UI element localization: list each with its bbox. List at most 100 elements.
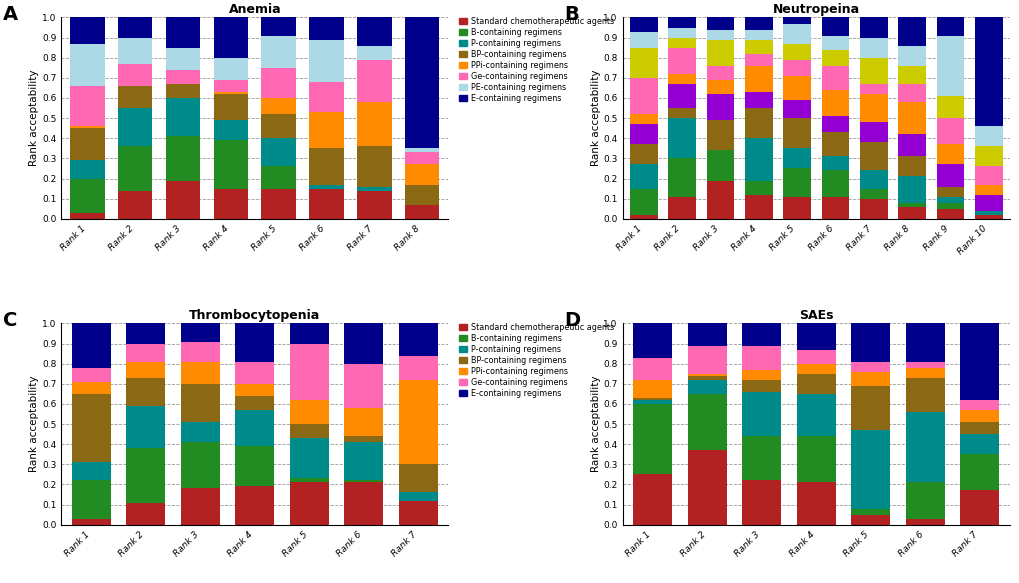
Bar	[667, 108, 695, 118]
Bar	[687, 380, 727, 394]
Title: SAEs: SAEs	[798, 309, 833, 322]
Bar	[744, 108, 771, 138]
Bar	[687, 374, 727, 376]
Bar	[289, 483, 329, 525]
Bar	[850, 361, 890, 372]
Bar	[357, 17, 391, 45]
Bar	[343, 480, 383, 483]
Bar	[820, 132, 849, 156]
Bar	[71, 382, 111, 394]
Bar	[974, 146, 1002, 166]
Bar	[898, 17, 925, 45]
Bar	[974, 185, 1002, 195]
Bar	[667, 118, 695, 159]
Bar	[309, 188, 343, 219]
Bar	[235, 324, 274, 361]
Bar	[974, 215, 1002, 219]
Bar	[126, 448, 165, 503]
Bar	[289, 400, 329, 424]
Bar	[343, 483, 383, 525]
Bar	[71, 519, 111, 525]
Bar	[633, 400, 672, 404]
Bar	[70, 17, 105, 44]
Bar	[180, 489, 220, 525]
Bar	[261, 166, 296, 188]
Bar	[261, 114, 296, 138]
Bar	[687, 450, 727, 525]
Bar	[744, 138, 771, 181]
Bar	[820, 170, 849, 196]
Bar	[343, 408, 383, 436]
Bar	[741, 436, 781, 480]
Bar	[783, 168, 810, 196]
Text: D: D	[564, 311, 580, 331]
Legend: Standard chemotherapeutic agents, B-containing regimens, P-containing regimens, : Standard chemotherapeutic agents, B-cont…	[455, 13, 616, 106]
Bar	[630, 164, 657, 188]
Bar	[783, 44, 810, 59]
Bar	[935, 96, 963, 118]
Bar	[741, 380, 781, 392]
Bar	[706, 181, 734, 219]
Bar	[974, 126, 1002, 146]
Bar	[796, 350, 835, 364]
Bar	[820, 196, 849, 219]
Bar	[667, 196, 695, 219]
Bar	[180, 342, 220, 361]
Bar	[309, 185, 343, 188]
Bar	[706, 66, 734, 80]
Bar	[235, 396, 274, 410]
Bar	[783, 100, 810, 118]
Bar	[261, 68, 296, 98]
Bar	[783, 23, 810, 44]
Bar	[118, 108, 153, 146]
Bar	[898, 134, 925, 156]
Bar	[741, 370, 781, 380]
Bar	[741, 324, 781, 346]
Bar	[180, 384, 220, 422]
Y-axis label: Rank acceptability: Rank acceptability	[30, 70, 39, 166]
Bar	[71, 324, 111, 368]
Bar	[667, 159, 695, 196]
Bar	[213, 58, 248, 80]
Bar	[935, 196, 963, 203]
Bar	[630, 114, 657, 124]
Bar	[166, 181, 200, 219]
Bar	[859, 188, 887, 199]
Bar	[118, 17, 153, 38]
Bar	[959, 454, 999, 490]
Bar	[687, 324, 727, 346]
Bar	[744, 40, 771, 54]
Bar	[180, 324, 220, 342]
Bar	[667, 38, 695, 48]
Bar	[261, 98, 296, 114]
Bar	[905, 378, 944, 412]
Bar	[405, 205, 439, 219]
Bar	[70, 160, 105, 178]
Bar	[343, 324, 383, 364]
Bar	[905, 324, 944, 361]
Bar	[398, 356, 437, 380]
Bar	[70, 178, 105, 213]
Bar	[820, 116, 849, 132]
Bar	[741, 392, 781, 436]
Bar	[706, 94, 734, 120]
Bar	[118, 64, 153, 86]
Bar	[744, 17, 771, 30]
Bar	[859, 199, 887, 219]
Bar	[166, 48, 200, 70]
Bar	[687, 394, 727, 450]
Bar	[744, 92, 771, 108]
Bar	[166, 17, 200, 48]
Bar	[126, 324, 165, 343]
Bar	[126, 503, 165, 525]
Bar	[706, 17, 734, 30]
Bar	[71, 462, 111, 480]
Bar	[898, 84, 925, 102]
Bar	[820, 50, 849, 66]
Bar	[935, 164, 963, 187]
Bar	[783, 148, 810, 168]
Bar	[398, 501, 437, 525]
Bar	[630, 31, 657, 48]
Bar	[667, 84, 695, 108]
Bar	[820, 66, 849, 90]
